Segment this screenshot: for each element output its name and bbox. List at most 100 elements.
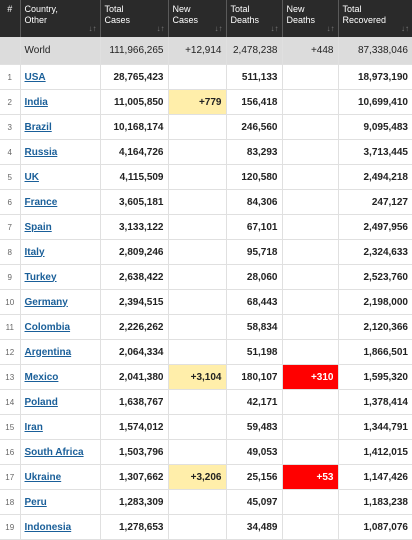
cell-new-cases: +12,914	[168, 37, 227, 65]
table-row: 1 USA 28,765,423 511,133 18,973,190	[0, 64, 412, 90]
cell-total-deaths: 58,834	[226, 314, 283, 340]
cell-total-recovered: 1,378,414	[338, 389, 412, 415]
country-link[interactable]: Brazil	[24, 121, 52, 133]
cell-country: Germany	[20, 289, 101, 315]
country-link[interactable]: France	[24, 196, 58, 208]
cell-total-recovered: 1,344,791	[338, 414, 412, 440]
cell-total-cases: 10,168,174	[100, 114, 169, 140]
cell-new-deaths	[282, 414, 339, 440]
header-label-line2: Cases	[104, 15, 131, 25]
header-label-line2: Other	[24, 15, 48, 25]
cell-total-recovered: 2,523,760	[338, 264, 412, 290]
country-link[interactable]: Poland	[24, 396, 58, 408]
table-row: 4 Russia 4,164,726 83,293 3,713,445	[0, 139, 412, 165]
cell-country: Colombia	[20, 314, 101, 340]
cell-new-deaths	[282, 439, 339, 465]
cell-new-cases	[168, 439, 227, 465]
header-label-line1: Country,	[24, 4, 58, 14]
cell-total-cases: 2,638,422	[100, 264, 169, 290]
header-new-deaths[interactable]: New Deaths ↓↑	[282, 0, 339, 37]
country-link[interactable]: Iran	[24, 421, 43, 433]
header-label-line1: New	[172, 4, 191, 14]
header-label-line1: Total	[342, 4, 362, 14]
sort-icon[interactable]: ↓↑	[214, 24, 223, 33]
table-row: 7 Spain 3,133,122 67,101 2,497,956	[0, 214, 412, 240]
cell-country: USA	[20, 64, 101, 90]
cell-total-deaths: 2,478,238	[226, 37, 283, 65]
table-row: 3 Brazil 10,168,174 246,560 9,095,483	[0, 114, 412, 140]
cell-num: 3	[0, 114, 21, 140]
table-row: 9 Turkey 2,638,422 28,060 2,523,760	[0, 264, 412, 290]
country-link[interactable]: Germany	[24, 296, 68, 308]
sort-icon[interactable]: ↓↑	[156, 24, 165, 33]
cell-new-deaths	[282, 139, 339, 165]
cell-total-cases: 2,394,515	[100, 289, 169, 315]
cell-total-recovered: 2,494,218	[338, 164, 412, 190]
header-total-deaths[interactable]: Total Deaths ↓↑	[226, 0, 283, 37]
cell-total-recovered: 1,147,426	[338, 464, 412, 490]
country-link[interactable]: Argentina	[24, 346, 72, 358]
country-link[interactable]: Peru	[24, 496, 47, 508]
table-row: 15 Iran 1,574,012 59,483 1,344,791	[0, 414, 412, 440]
cell-new-deaths	[282, 239, 339, 265]
country-link[interactable]: UK	[24, 171, 39, 183]
header-country[interactable]: Country, Other ↓↑	[20, 0, 101, 37]
country-link[interactable]: Ukraine	[24, 471, 62, 483]
cell-new-cases	[168, 139, 227, 165]
header-total-cases[interactable]: Total Cases ↓↑	[100, 0, 169, 37]
cell-total-deaths: 120,580	[226, 164, 283, 190]
cell-total-recovered: 1,087,076	[338, 514, 412, 540]
header-label-line2: Recovered	[342, 15, 387, 25]
cell-new-deaths: +53	[282, 464, 339, 490]
header-total-recovered[interactable]: Total Recovered ↓↑	[338, 0, 412, 37]
cell-num	[0, 37, 21, 65]
cell-num: 16	[0, 439, 21, 465]
cell-total-recovered: 18,973,190	[338, 64, 412, 90]
cell-new-cases	[168, 114, 227, 140]
cell-num: 18	[0, 489, 21, 515]
cell-total-deaths: 28,060	[226, 264, 283, 290]
cell-new-cases	[168, 239, 227, 265]
sort-icon[interactable]: ↓↑	[326, 24, 335, 33]
header-new-cases[interactable]: New Cases ↓↑	[168, 0, 227, 37]
cell-total-deaths: 51,198	[226, 339, 283, 365]
cell-total-deaths: 45,097	[226, 489, 283, 515]
cell-new-deaths	[282, 314, 339, 340]
cell-total-cases: 11,005,850	[100, 89, 169, 115]
cell-total-deaths: 68,443	[226, 289, 283, 315]
cell-num: 1	[0, 64, 21, 90]
table-row: 17 Ukraine 1,307,662 +3,206 25,156 +53 1,147,4…	[0, 464, 412, 490]
cell-new-deaths	[282, 339, 339, 365]
cell-new-cases	[168, 164, 227, 190]
cell-total-deaths: 83,293	[226, 139, 283, 165]
cell-num: 14	[0, 389, 21, 415]
country-link[interactable]: Indonesia	[24, 521, 72, 533]
country-link[interactable]: Mexico	[24, 371, 59, 383]
cell-new-deaths	[282, 489, 339, 515]
cell-new-cases: +3,104	[168, 364, 227, 390]
cell-new-cases	[168, 489, 227, 515]
cell-total-cases: 1,574,012	[100, 414, 169, 440]
country-link[interactable]: Turkey	[24, 271, 57, 283]
country-link[interactable]: Colombia	[24, 321, 71, 333]
sort-icon[interactable]: ↓↑	[88, 24, 97, 33]
header-label-line1: New	[286, 4, 305, 14]
country-link[interactable]: South Africa	[24, 446, 84, 458]
country-link[interactable]: India	[24, 96, 48, 108]
cell-total-deaths: 34,489	[226, 514, 283, 540]
cell-total-deaths: 59,483	[226, 414, 283, 440]
cell-num: 13	[0, 364, 21, 390]
cell-new-cases	[168, 514, 227, 540]
country-link[interactable]: Spain	[24, 221, 52, 233]
cell-num: 10	[0, 289, 21, 315]
sort-icon[interactable]: ↓↑	[270, 24, 279, 33]
country-link[interactable]: Russia	[24, 146, 58, 158]
country-link[interactable]: Italy	[24, 246, 45, 258]
country-link[interactable]: USA	[24, 71, 46, 83]
sort-icon[interactable]: ↓↑	[401, 24, 409, 33]
cell-total-deaths: 180,107	[226, 364, 283, 390]
cell-num: 15	[0, 414, 21, 440]
header-row: # Country, Other ↓↑ Total Cases ↓↑ New Cases ↓↑ To…	[0, 0, 412, 37]
cell-new-deaths	[282, 164, 339, 190]
